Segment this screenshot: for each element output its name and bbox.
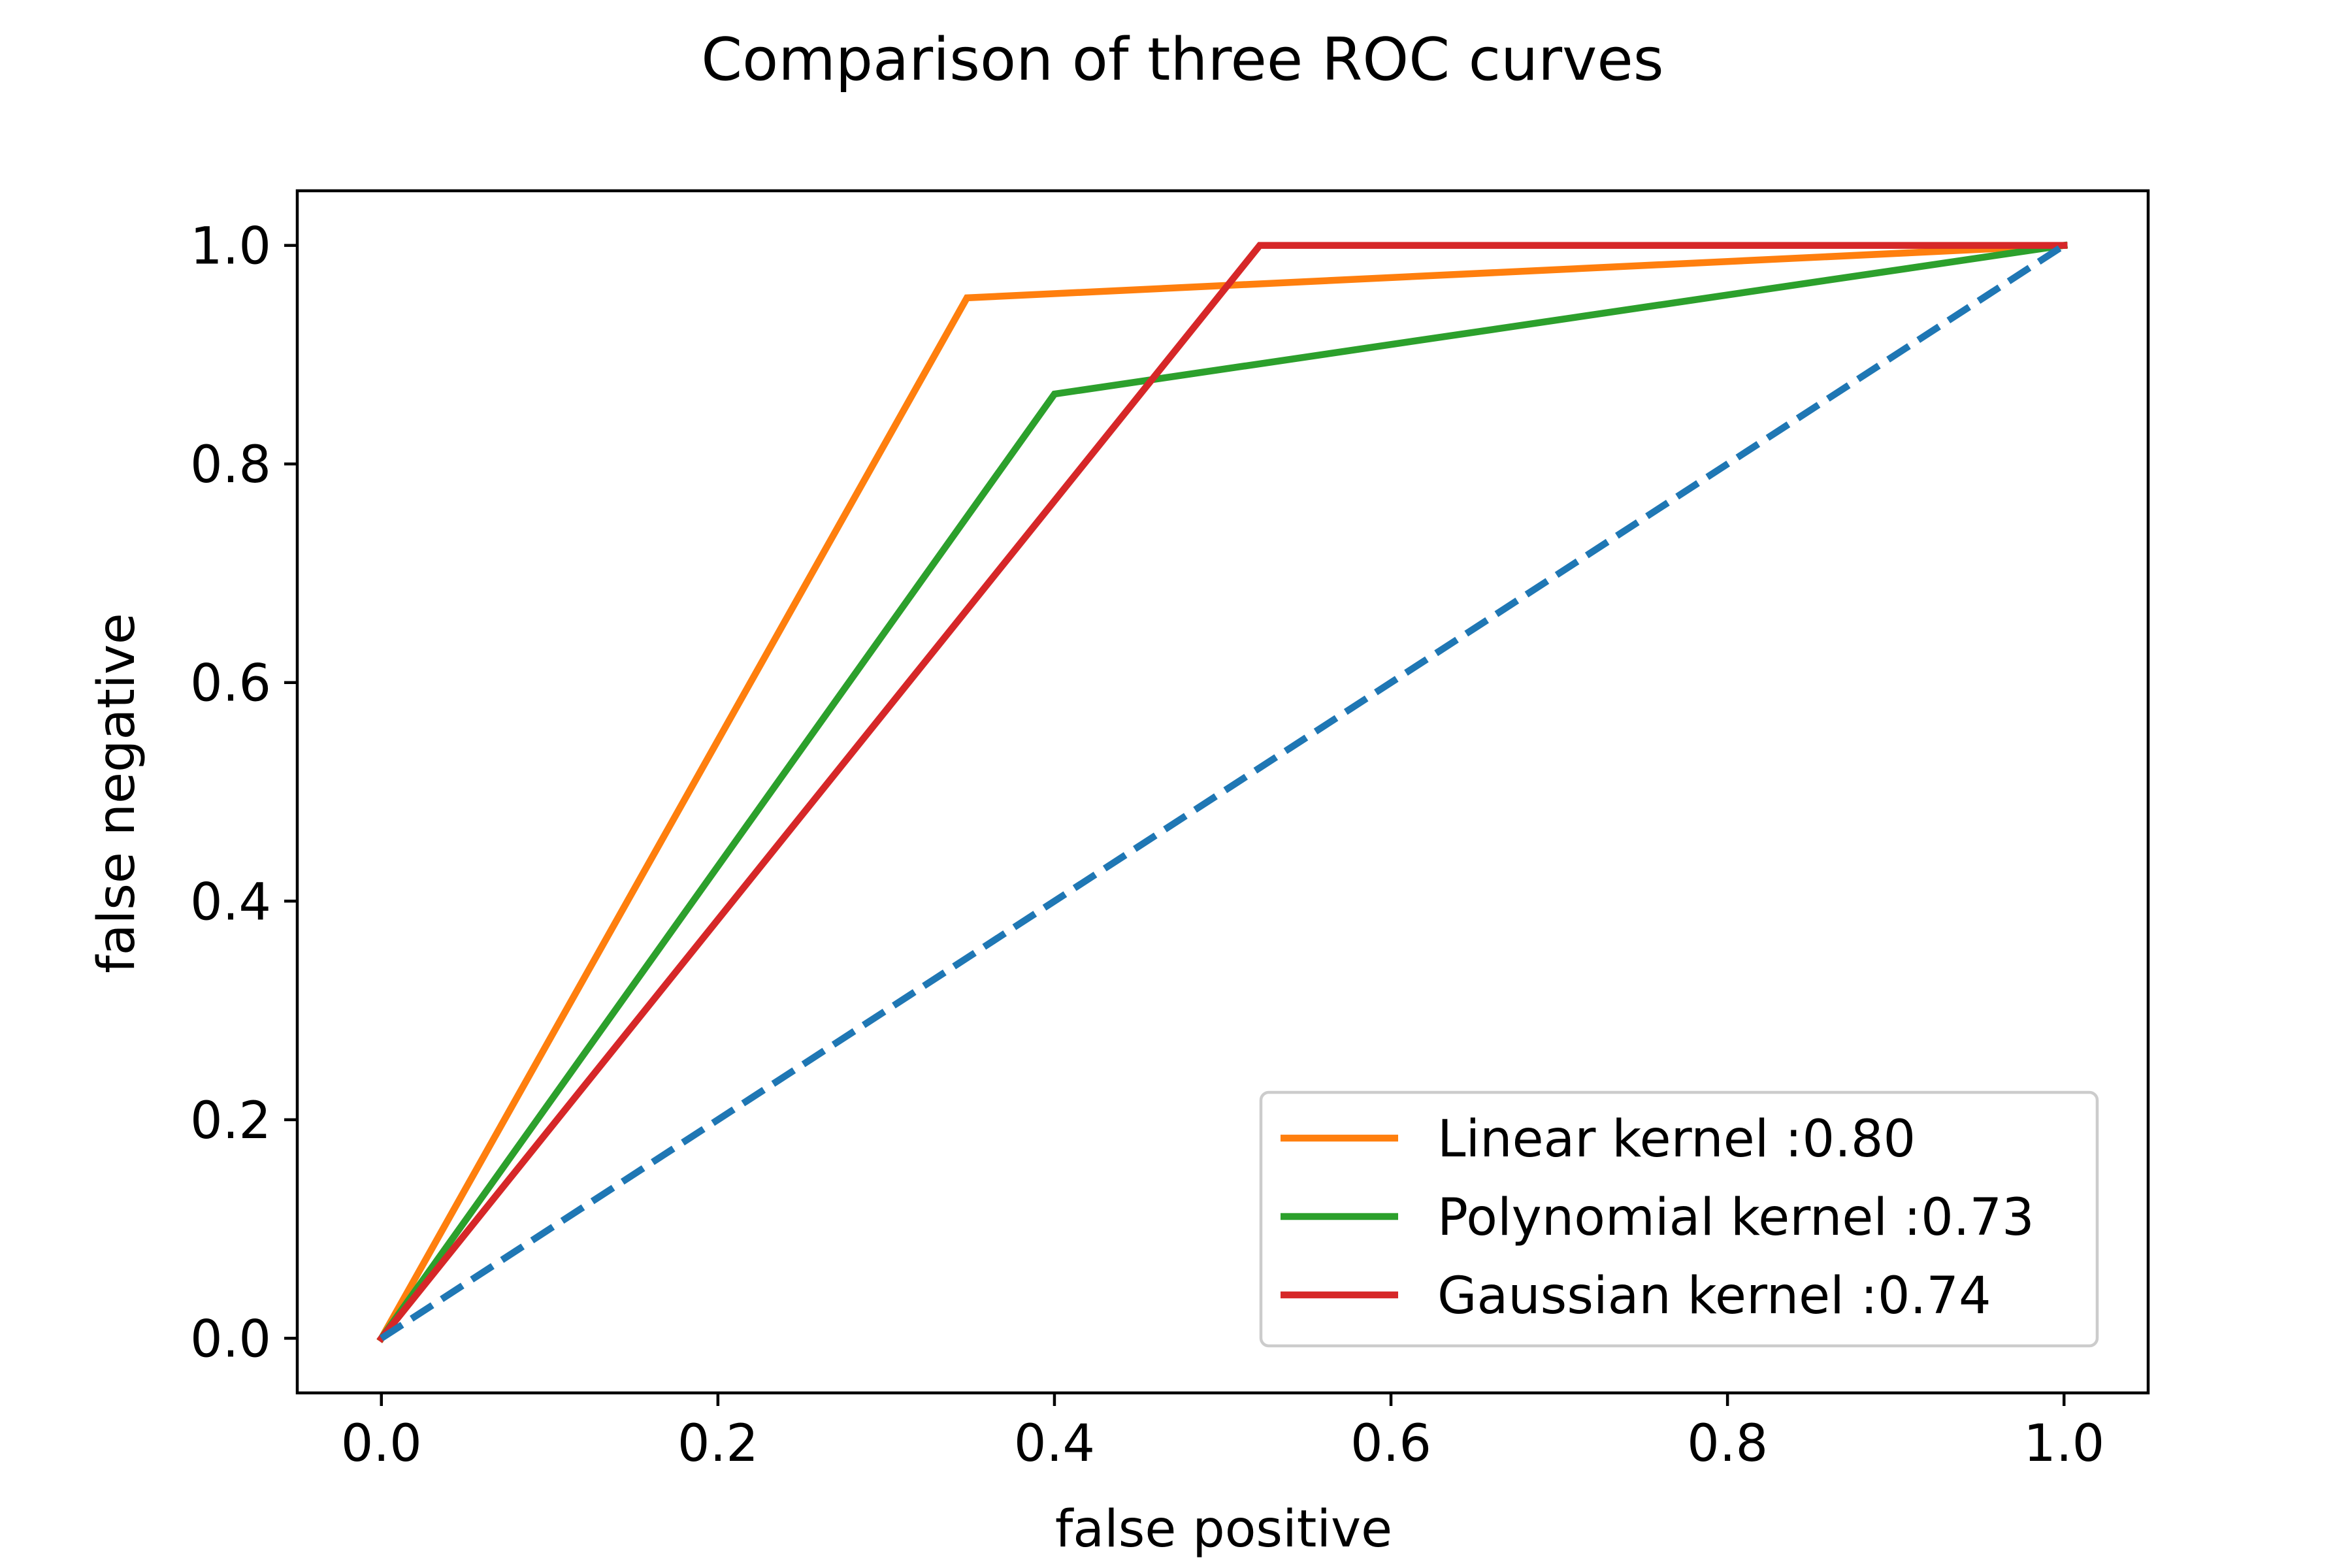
- series-line-polynomial: [376, 241, 2068, 1343]
- chart-title: Comparison of three ROC curves: [701, 25, 1663, 94]
- x-axis-label: false positive: [1055, 1500, 1392, 1559]
- legend-entry-label: Polynomial kernel :0.73: [1437, 1188, 2034, 1247]
- series-line-diagonal: [379, 242, 2066, 1341]
- y-axis-label: false negative: [88, 613, 146, 973]
- x-tick-label: 0.0: [341, 1414, 422, 1473]
- series-line-gaussian: [376, 242, 2068, 1343]
- legend-box: [1259, 1090, 2099, 1348]
- x-tick-label: 1.0: [2023, 1414, 2104, 1473]
- y-tick-label: 0.6: [190, 655, 271, 713]
- y-tick-label: 0.8: [190, 436, 271, 495]
- legend: Linear kernel :0.80 Polynomial kernel :0.…: [1259, 1090, 2099, 1348]
- x-tick-label: 0.8: [1687, 1414, 1768, 1473]
- x-tick-label: 0.2: [678, 1414, 759, 1473]
- axis-ticks: 0.0 0.2 0.4 0.6 0.8 1.0 0.0 0.2 0.4 0.6 0.8 1.0: [190, 218, 2104, 1473]
- x-tick-label: 0.4: [1014, 1414, 1095, 1473]
- x-tick-label: 0.6: [1350, 1414, 1431, 1473]
- y-tick-label: 0.2: [190, 1092, 271, 1151]
- legend-entry-label: Gaussian kernel :0.74: [1437, 1267, 1991, 1326]
- legend-entry-label: Linear kernel :0.80: [1437, 1110, 1916, 1169]
- plot-area: [376, 241, 2068, 1343]
- y-tick-label: 0.4: [190, 873, 271, 932]
- axes-frame: [295, 189, 2150, 1395]
- series-line-linear: [376, 242, 2068, 1343]
- y-tick-label: 1.0: [190, 218, 271, 276]
- y-tick-label: 0.0: [190, 1310, 271, 1369]
